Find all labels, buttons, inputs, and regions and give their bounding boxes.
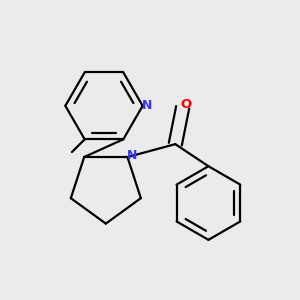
Text: O: O — [180, 98, 191, 111]
Text: N: N — [127, 149, 137, 162]
Text: N: N — [142, 99, 152, 112]
